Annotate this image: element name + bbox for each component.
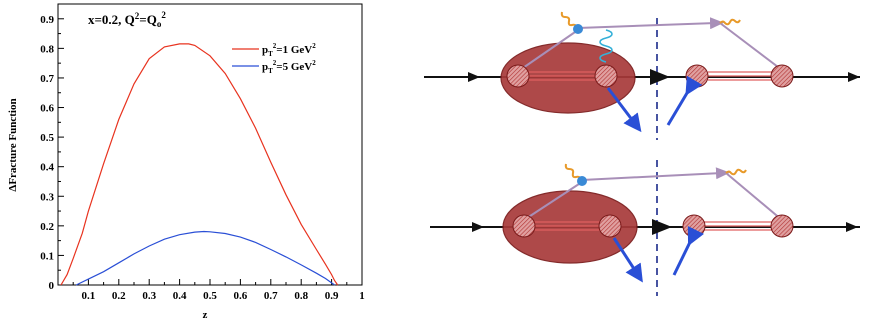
parton-line-right [725,172,783,221]
proton-arrow-left [472,222,484,232]
y-tick-label: 0 [49,280,55,292]
x-tick-label: 0.9 [325,290,339,302]
photon-left [564,163,583,181]
blob-vertex-left [512,214,536,238]
series-line-2 [75,230,335,286]
x-tick-label: 0.1 [82,290,96,302]
y-tick-label: 0.4 [40,162,54,174]
parton-line-right [719,22,783,71]
x-tick-label: 0.7 [264,290,278,302]
proton-arrow-right [846,222,858,232]
chart: 00.10.20.30.40.50.60.70.80.9 0.1 0.2 0.3 0.… [7,3,365,321]
gluon-loop [599,29,613,63]
photon-left [560,11,579,29]
x-axis-label: z [203,309,208,321]
virtual-line-top [577,17,724,30]
x-axis-ticks: 0.1 0.2 0.3 0.4 0.5 0.6 0.7 0.8 0.9 1 [72,279,365,302]
legend: pT2=1 GeV2 pT2=5 GeV2 [232,42,316,75]
hadron-out-left [606,87,642,133]
blob-vertex-mid [594,64,618,88]
parton-line-left [519,29,579,71]
y-tick-label: 0.9 [40,14,54,26]
proton-arrow-right [848,72,860,82]
annotation-mid: =Q [139,12,157,27]
x-tick-label: 0.5 [203,290,217,302]
diagram-panel-top [424,11,860,140]
annotation-sub: o [157,19,162,29]
y-tick-label: 0.6 [40,103,54,115]
y-axis-label: ΔFracture Function [7,98,19,191]
series-line-1 [60,43,339,286]
parton-line-left [523,181,583,221]
y-tick-label: 0.5 [40,132,54,144]
blob-vertex-cut [682,214,706,238]
y-tick-label: 0.1 [40,250,54,262]
hadron-out-right [672,225,705,276]
blob-vertex-right [770,214,794,238]
blob-vertex-left [506,64,530,88]
hadron-out-right [666,75,703,126]
blob-vertex-right [770,64,794,88]
chart-annotation: x=0.2, Q2=Qo2 [88,10,166,29]
y-tick-label: 0.2 [40,221,54,233]
legend-label-series-1: pT2=1 GeV2 [262,42,316,58]
photon-vertex [573,24,583,34]
annotation-sup: 2 [135,11,140,21]
y-tick-label: 0.8 [40,43,54,55]
diagram-panel-bottom [430,160,860,296]
x-tick-label: 0.2 [112,290,126,302]
x-tick-label: 0.4 [173,290,187,302]
y-tick-label: 0.7 [40,73,54,85]
x-tick-label: 0.3 [142,290,156,302]
blob-vertex-mid [598,214,622,238]
proton-arrow-left [468,72,480,82]
x-tick-label: 0.8 [294,290,308,302]
annotation-sup2: 2 [161,10,166,20]
photon-right [719,18,741,26]
blob-vertex-cut [685,64,709,88]
photon-vertex [577,176,587,186]
feynman-diagram [424,11,860,296]
plot-frame [57,3,363,286]
x-tick-label: 0.6 [234,290,248,302]
y-tick-label: 0.3 [40,191,54,203]
x-tick-label: 1 [359,290,365,302]
hadron-out-left [612,237,643,283]
annotation-base: x=0.2, Q [88,12,135,27]
legend-label-series-2: pT2=5 GeV2 [262,59,316,75]
photon-right [725,168,747,176]
y-axis-ticks: 0 0.1 0.2 0.3 0.4 0.5 0.6 0.7 0.8 0.9 [40,14,64,292]
series-layer [60,43,339,286]
virtual-line-top [581,167,730,181]
